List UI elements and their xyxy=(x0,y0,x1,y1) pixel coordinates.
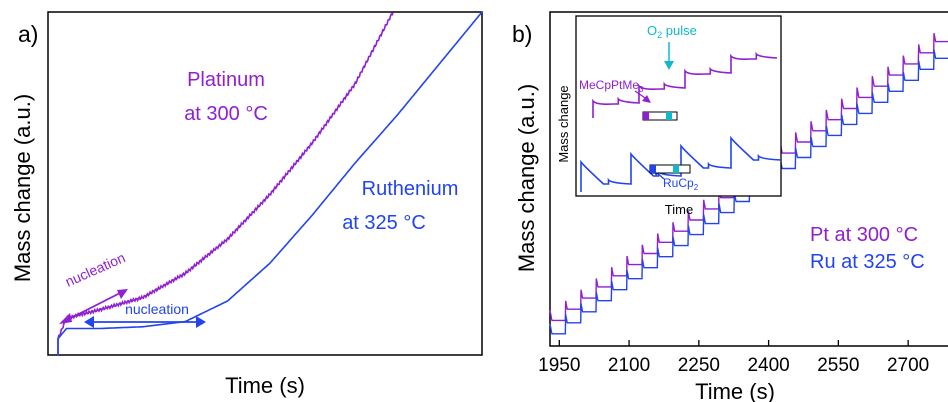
panel-b-ylabel: Mass change (a.u.) xyxy=(514,84,539,272)
x-tick-label: 1950 xyxy=(538,355,580,376)
platinum-nucleation-label: nucleation xyxy=(63,249,128,290)
panel-b: b) Mass change (a.u.) Time (s) 1950 2100 2… xyxy=(512,11,948,402)
x-tick-label: 2700 xyxy=(887,355,929,376)
o2-pulse-label: O2 pulse xyxy=(647,23,697,40)
panel-a-xlabel: Time (s) xyxy=(225,373,305,398)
platinum-curve xyxy=(57,12,394,356)
panel-b-frame xyxy=(549,11,948,347)
pt-pulse-sequence-bar xyxy=(642,111,678,121)
ruthenium-temp-label: at 325 °C xyxy=(342,212,426,234)
inset-xlabel: Time xyxy=(665,202,693,217)
inset: Mass change Time O2 pulse MeCpPtMe3 RuCp… xyxy=(556,15,782,217)
x-tick-label: 2250 xyxy=(678,355,720,376)
panel-a-ylabel: Mass change (a.u.) xyxy=(10,94,35,282)
panel-a: a) Mass change (a.u.) Time (s) Platinum … xyxy=(10,11,483,398)
panel-b-label: b) xyxy=(512,21,532,47)
panel-a-frame xyxy=(47,11,483,356)
legend-pt: Pt at 300 °C xyxy=(810,224,918,246)
ruthenium-curve xyxy=(57,11,483,356)
platinum-temp-label: at 300 °C xyxy=(184,103,268,125)
panel-b-xlabel: Time (s) xyxy=(695,379,775,402)
x-tick-label: 2400 xyxy=(747,355,789,376)
ruthenium-nucleation-label: nucleation xyxy=(125,301,189,317)
panel-a-label: a) xyxy=(18,21,38,47)
ruthenium-label: Ruthenium xyxy=(362,178,459,200)
inset-ru-trace xyxy=(580,135,782,192)
ru-precursor-label: RuCp2 xyxy=(663,176,699,192)
pt-precursor-arrow xyxy=(634,90,651,103)
inset-ylabel: Mass change xyxy=(556,85,571,162)
legend-ru: Ru at 325 °C xyxy=(810,251,925,273)
panel-b-x-ticks: 1950 2100 2250 2400 2550 2700 xyxy=(538,340,929,376)
ru-pulse-sequence-bar xyxy=(649,164,691,174)
platinum-label: Platinum xyxy=(187,69,265,91)
pt-precursor-label: MeCpPtMe3 xyxy=(579,78,644,94)
x-tick-label: 2550 xyxy=(817,355,859,376)
o2-pulse-arrow xyxy=(664,42,674,70)
ruthenium-nucleation-arrow xyxy=(84,316,206,328)
x-tick-label: 2100 xyxy=(608,355,650,376)
inset-pt-trace xyxy=(592,51,778,118)
platinum-nucleation-arrow xyxy=(59,289,128,324)
